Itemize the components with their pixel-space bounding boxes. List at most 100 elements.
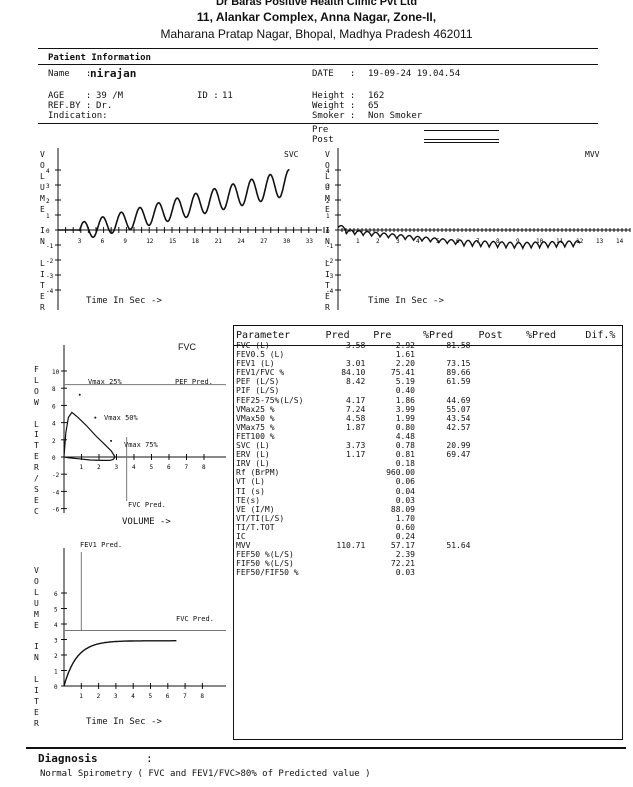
axis-letter: U xyxy=(34,598,39,608)
table-row: VT/TI(L/S) 1.70 xyxy=(236,514,633,523)
axis-letter: M xyxy=(34,609,39,619)
table-cell xyxy=(585,514,633,523)
fvc-chart: 10 8 6 4 2 0 -2 -4 -6 1 2 3 4 5 6 7 8 xyxy=(52,345,226,514)
mvv-xlabel: Time In Sec -> xyxy=(368,296,444,306)
table-row: FEV0.5 (L) 1.61 xyxy=(236,350,633,359)
table-cell: 43.54 xyxy=(446,413,471,423)
indication-label: Indication: xyxy=(48,111,108,121)
axis-letter: V xyxy=(34,566,39,575)
table-cell xyxy=(526,359,585,368)
table-cell: 4.48 xyxy=(395,431,415,441)
table-cell xyxy=(423,350,478,359)
table-cell xyxy=(585,414,633,423)
smoker-value: Non Smoker xyxy=(368,111,423,121)
table-row: TI/T.TOT 0.60 xyxy=(236,523,633,532)
table-cell: VT (L) xyxy=(236,477,265,487)
table-cell: FEF25-75%(L/S) xyxy=(236,395,304,405)
axis-letter xyxy=(34,409,39,420)
table-row: PEF (L/S) 8.42 5.19 61.59 xyxy=(236,377,633,386)
table-row: VE (I/M) 88.09 xyxy=(236,505,633,514)
table-cell: FEV1/FVC % xyxy=(236,368,285,378)
axis-letter: O xyxy=(40,160,45,170)
table-cell xyxy=(526,377,585,386)
table-cell xyxy=(585,550,633,559)
table-cell: IRV (L) xyxy=(236,459,270,469)
table-cell xyxy=(526,441,585,450)
axis-letter xyxy=(40,248,45,259)
mvv-y-tick-label: 0 xyxy=(326,228,330,235)
mvv-y-tick-label: -1 xyxy=(326,243,334,250)
table-cell: 2.20 xyxy=(395,359,415,369)
svc-x-tick-label: 3 xyxy=(78,238,82,245)
clinic-address-line2: Maharana Pratap Nagar, Bhopal, Madhya Pr… xyxy=(160,27,473,41)
fvc-y-tick-label: 0 xyxy=(52,455,56,462)
axis-letter: E xyxy=(325,291,330,301)
table-cell: 72.21 xyxy=(390,559,415,569)
table-cell: PIF (L/S) xyxy=(236,386,280,396)
table-cell xyxy=(326,487,374,496)
svc-xlabel: Time In Sec -> xyxy=(86,296,162,306)
header-divider xyxy=(38,48,598,49)
table-cell: 69.47 xyxy=(446,450,471,460)
axis-letter: M xyxy=(40,193,45,203)
axis-letter: E xyxy=(34,452,39,462)
mvv-curve xyxy=(337,224,581,251)
fvc-flow-volume-curve xyxy=(63,411,116,461)
fvc-y-tick-label: 4 xyxy=(52,421,56,428)
table-cell xyxy=(423,432,478,441)
table-cell xyxy=(326,468,374,477)
svc-y-tick-label: -4 xyxy=(46,288,54,295)
vt-x-tick-label: 2 xyxy=(97,693,101,700)
table-cell xyxy=(526,532,585,541)
diagnosis-text: Normal Spirometry ( FVC and FEV1/FVC>80%… xyxy=(40,769,371,779)
fvc-title: FVC xyxy=(178,342,196,352)
vmax50-label: Vmax 50% xyxy=(104,414,138,422)
table-cell: 1.99 xyxy=(395,413,415,423)
table-cell: 3.01 xyxy=(346,359,366,369)
table-cell: FIF50 %(L/S) xyxy=(236,559,294,569)
table-header-cell: Parameter xyxy=(236,330,291,341)
table-cell xyxy=(478,477,525,486)
table-cell: 960.00 xyxy=(386,468,415,478)
patient-name: nirajan xyxy=(90,67,137,80)
table-header-underline xyxy=(234,345,622,346)
table-cell xyxy=(526,541,585,550)
vt-y-tick-label: 1 xyxy=(54,669,58,676)
table-cell xyxy=(526,405,585,414)
post-label: Post xyxy=(312,135,334,145)
axis-letter: L xyxy=(34,587,39,597)
table-cell xyxy=(423,459,478,468)
svc-y-tick-label: 4 xyxy=(46,168,50,175)
table-cell xyxy=(585,432,633,441)
svc-curve xyxy=(58,169,290,238)
table-cell: 0.06 xyxy=(395,477,415,487)
table-cell: VE (I/M) xyxy=(236,504,275,514)
table-cell xyxy=(423,550,478,559)
fev1-pred-label: FEV1 Pred. xyxy=(80,541,123,549)
smoker-label: Smoker : xyxy=(312,111,356,121)
table-cell xyxy=(526,568,585,577)
mvv-y-tick-label: 3 xyxy=(326,183,330,190)
axis-letter: E xyxy=(34,620,39,630)
table-row: IC 0.24 xyxy=(236,532,633,541)
mvv-y-tick-label: -2 xyxy=(326,258,334,265)
axis-letter: R xyxy=(34,718,39,728)
table-cell xyxy=(326,532,374,541)
pre-legend-line xyxy=(424,130,499,131)
table-header-cell: Dif.% xyxy=(585,330,616,341)
table-cell: 0.18 xyxy=(395,459,415,469)
table-row: FEF50/FIF50 % 0.03 xyxy=(236,568,633,577)
table-cell xyxy=(478,550,525,559)
fvc-x-tick-label: 2 xyxy=(97,464,101,471)
table-cell: 7.24 xyxy=(346,404,366,414)
table-cell xyxy=(585,441,633,450)
table-row: FEF25-75%(L/S) 4.17 1.86 44.69 xyxy=(236,396,633,405)
svc-x-tick-label: 21 xyxy=(215,238,223,245)
table-cell xyxy=(526,350,585,359)
table-cell xyxy=(526,459,585,468)
table-cell: 73.15 xyxy=(446,359,471,369)
axis-letter: E xyxy=(325,204,330,214)
table-header-cell: Post xyxy=(478,330,503,341)
table-cell xyxy=(585,359,633,368)
